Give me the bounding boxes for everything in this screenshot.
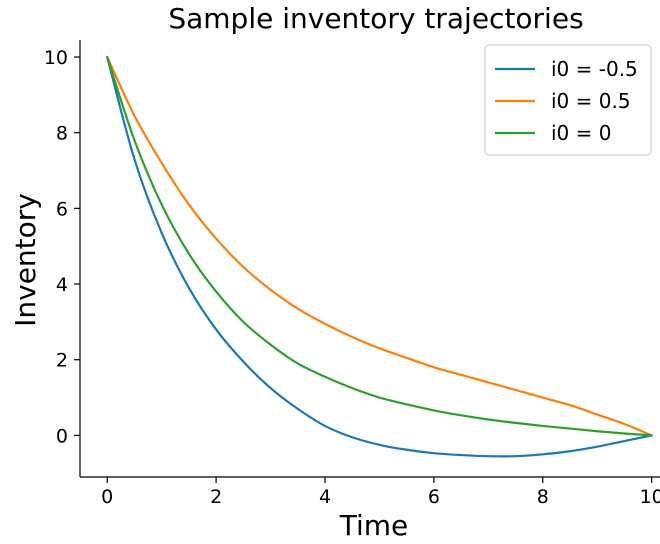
series-group	[106, 55, 653, 458]
chart-title: Sample inventory trajectories	[168, 2, 583, 35]
x-tick-label: 2	[210, 486, 222, 508]
y-tick-label: 10	[44, 47, 68, 69]
y-tick-label: 0	[56, 425, 68, 447]
x-axis-label: Time	[339, 509, 409, 542]
series-line-2	[106, 55, 653, 437]
legend-label: i0 = -0.5	[551, 57, 638, 81]
x-tick-label: 10	[640, 486, 660, 508]
legend: i0 = -0.5 i0 = 0.5 i0 = 0	[484, 44, 652, 156]
x-tick-label: 4	[319, 486, 331, 508]
y-tick-label: 8	[56, 123, 68, 145]
plot-area	[79, 40, 660, 478]
legend-label: i0 = 0	[551, 121, 611, 145]
x-tick-label: 0	[101, 486, 113, 508]
series-line-1	[106, 55, 653, 458]
y-tick-label: 4	[56, 274, 68, 296]
y-tick-label: 2	[56, 350, 68, 372]
x-axis: 0 2 4 6 8 10	[101, 477, 660, 508]
legend-label: i0 = 0.5	[551, 89, 631, 113]
y-axis-label: Inventory	[9, 193, 42, 327]
legend-box	[484, 44, 652, 156]
y-axis: 0 2 4 6 8 10	[44, 47, 80, 447]
series-line-3	[106, 55, 653, 437]
x-tick-label: 6	[428, 486, 440, 508]
y-tick-label: 6	[56, 198, 68, 220]
x-tick-label: 8	[537, 486, 549, 508]
